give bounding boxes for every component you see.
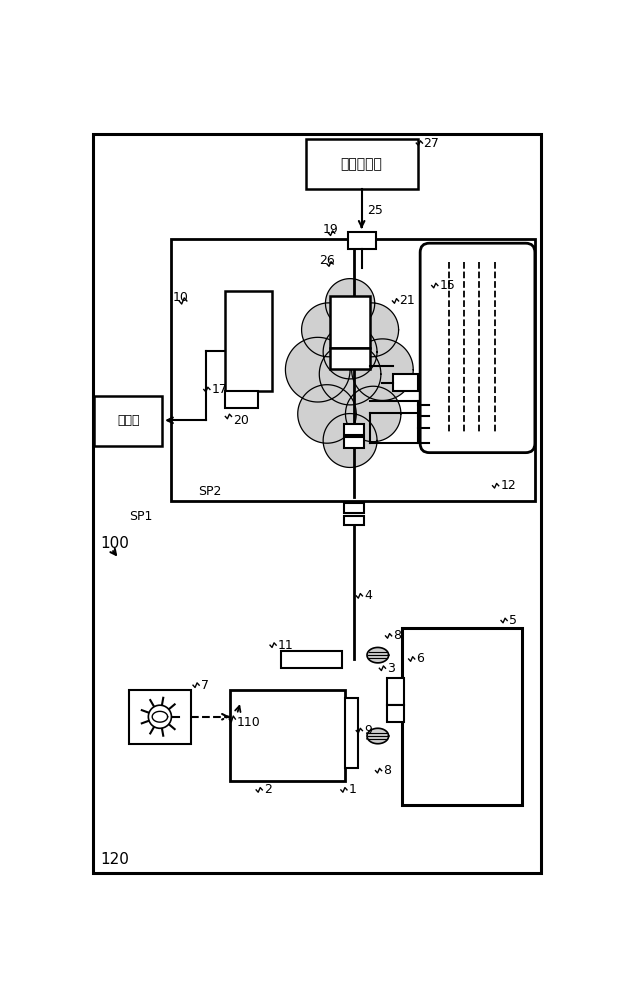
Bar [387,705,404,722]
Bar [393,374,418,391]
Bar [344,437,364,448]
Bar [281,651,342,668]
Text: 26: 26 [319,254,335,267]
Text: 7: 7 [201,679,209,692]
Bar [402,628,522,805]
Text: 2: 2 [264,783,272,796]
Polygon shape [367,728,389,744]
Text: 9: 9 [364,724,372,737]
Text: 20: 20 [233,414,249,427]
Text: 10: 10 [173,291,189,304]
Text: 4: 4 [364,589,372,602]
Bar [348,232,376,249]
Text: 11: 11 [278,639,293,652]
Bar [344,424,364,435]
FancyBboxPatch shape [420,243,535,453]
Circle shape [285,337,350,402]
Text: 1: 1 [348,783,356,796]
Text: 110: 110 [237,716,260,729]
Circle shape [301,303,355,357]
Circle shape [323,414,377,467]
Circle shape [345,303,399,357]
Bar [94,396,162,446]
Circle shape [352,339,413,400]
Bar [387,678,404,705]
Text: 8: 8 [393,629,401,642]
Bar [225,291,272,391]
Text: SP2: SP2 [198,485,222,498]
Text: 25: 25 [367,204,383,217]
Text: 120: 120 [100,852,130,867]
Text: 6: 6 [416,652,424,666]
Circle shape [326,279,374,328]
Bar [230,690,345,781]
Circle shape [298,385,356,443]
Bar [225,391,258,408]
Bar [172,239,535,501]
Text: 3: 3 [387,662,395,675]
Bar [344,503,364,513]
Circle shape [345,386,401,442]
Bar [344,516,364,525]
Text: 12: 12 [500,479,516,492]
Circle shape [319,343,381,405]
Text: 5: 5 [508,614,516,627]
Text: 27: 27 [423,137,439,150]
Text: 排气线: 排气线 [117,414,140,427]
Text: 21: 21 [399,294,415,307]
Bar [306,139,418,189]
Text: 空气供给源: 空气供给源 [341,157,383,171]
Text: 100: 100 [100,536,130,551]
Circle shape [323,325,377,379]
Polygon shape [367,647,389,663]
Text: 8: 8 [383,764,391,777]
Circle shape [148,705,172,728]
Text: SP1: SP1 [129,510,153,523]
Text: 15: 15 [440,279,455,292]
Text: 17: 17 [211,383,228,396]
Bar [129,690,191,744]
Bar [330,348,370,369]
Text: 19: 19 [322,223,338,236]
Bar [330,296,370,348]
Bar [345,698,358,768]
